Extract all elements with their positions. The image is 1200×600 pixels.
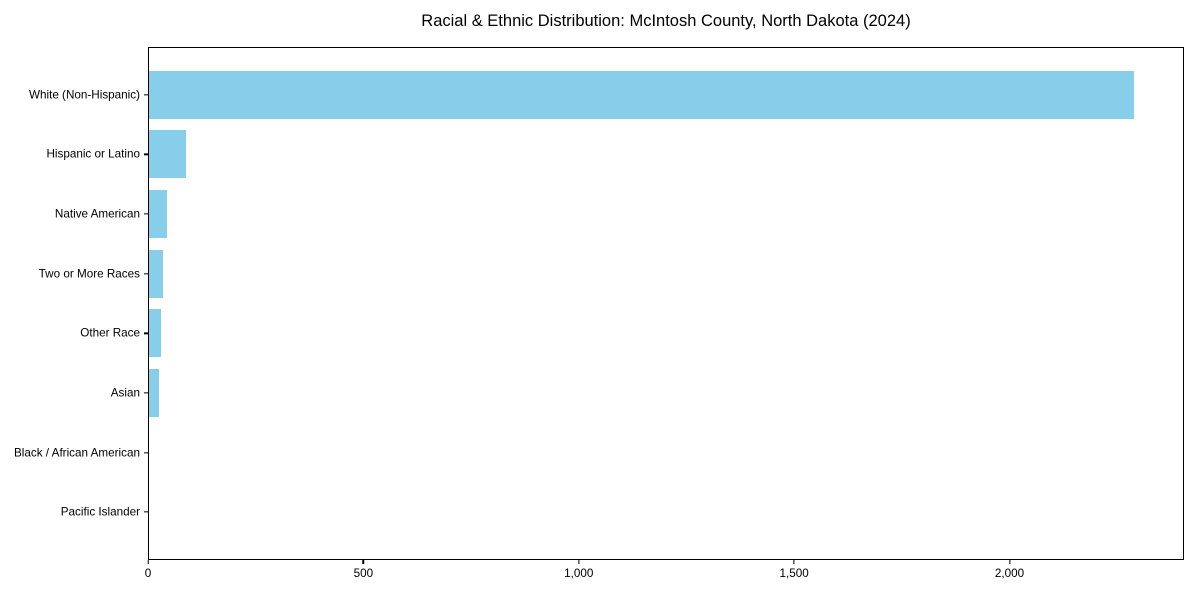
y-tick-label: White (Non-Hispanic) bbox=[28, 88, 140, 102]
x-tick: 1,500 bbox=[780, 560, 809, 580]
y-tick-label: Asian bbox=[110, 386, 140, 400]
bar bbox=[149, 190, 168, 239]
x-tick-label: 0 bbox=[144, 567, 152, 580]
y-tick-mark bbox=[144, 451, 149, 454]
bar bbox=[149, 70, 1134, 119]
bar-row: Native American bbox=[55, 184, 1183, 244]
y-tick-label: Pacific Islander bbox=[60, 505, 140, 519]
y-tick-mark bbox=[144, 392, 149, 394]
x-tick-mark bbox=[578, 560, 580, 564]
x-tick-mark bbox=[793, 560, 795, 564]
y-tick-mark bbox=[144, 511, 149, 513]
x-tick-label: 1,000 bbox=[564, 567, 594, 580]
bar bbox=[149, 249, 163, 298]
bar-row: Pacific Islander bbox=[61, 482, 1183, 542]
x-tick-mark bbox=[1008, 560, 1011, 564]
x-tick: 500 bbox=[353, 560, 374, 580]
y-tick-mark bbox=[144, 332, 149, 334]
x-tick: 2,000 bbox=[995, 560, 1024, 580]
x-tick-mark bbox=[362, 560, 365, 564]
y-tick-label: Black / African American bbox=[13, 446, 140, 460]
bar-row: Two or More Races bbox=[39, 244, 1183, 304]
x-tick: 0 bbox=[144, 560, 152, 580]
bar-row: White (Non-Hispanic) bbox=[29, 65, 1183, 125]
y-tick-mark bbox=[144, 273, 149, 275]
y-tick-label: Other Race bbox=[80, 326, 140, 340]
bar bbox=[149, 309, 162, 358]
x-axis: 0 500 1,000 1,500 2,000 bbox=[144, 560, 1184, 592]
y-tick-label: Native American bbox=[54, 207, 140, 221]
y-tick-mark bbox=[144, 94, 149, 96]
plot-area: White (Non-Hispanic) Hispanic or Latino Na… bbox=[14, 47, 1184, 560]
chart-title: Racial & Ethnic Distribution: McIntosh C… bbox=[421, 12, 911, 30]
plot-rows: White (Non-Hispanic) Hispanic or Latino Na… bbox=[14, 48, 1183, 559]
bar-row: Hispanic or Latino bbox=[46, 125, 1183, 185]
x-tick-mark bbox=[147, 560, 149, 564]
bar bbox=[149, 130, 186, 179]
bar bbox=[149, 368, 160, 417]
x-tick-label: 2,000 bbox=[994, 567, 1025, 580]
bar-row: Other Race bbox=[80, 304, 1183, 364]
bar-row: Asian bbox=[111, 363, 1183, 423]
x-tick: 1,000 bbox=[564, 560, 593, 580]
y-tick-mark bbox=[144, 153, 149, 156]
x-tick-label: 500 bbox=[353, 567, 374, 580]
y-tick-label: Two or More Races bbox=[38, 267, 140, 281]
y-tick-label: Hispanic or Latino bbox=[46, 147, 140, 161]
bar-row: Black / African American bbox=[14, 423, 1183, 483]
y-tick-mark bbox=[144, 213, 149, 215]
x-tick-label: 1,500 bbox=[779, 567, 809, 580]
